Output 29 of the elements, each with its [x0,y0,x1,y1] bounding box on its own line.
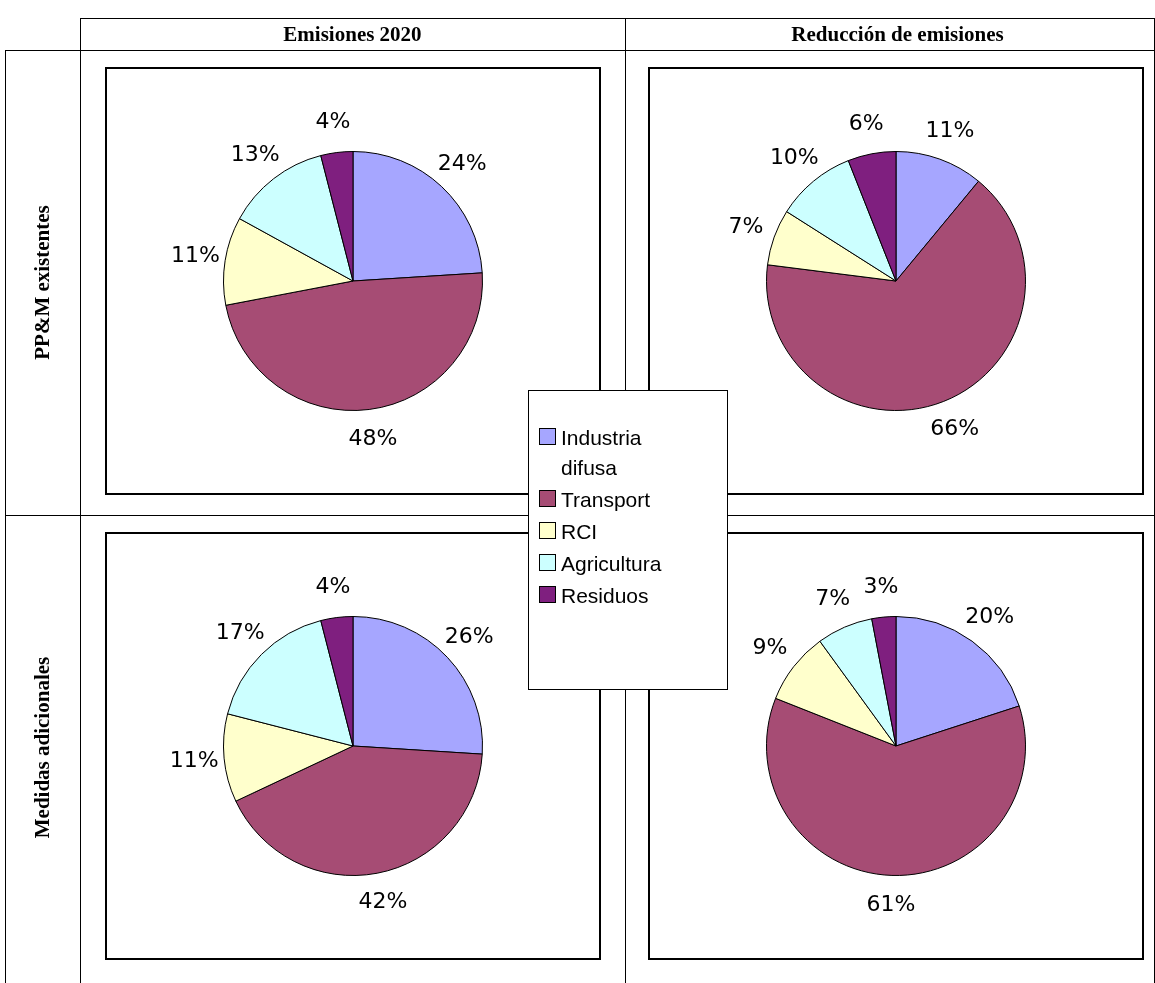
legend-label: RCI [561,519,599,545]
data-label: 4% [315,108,351,134]
data-label: 10% [769,143,819,169]
data-label: 7% [728,212,764,238]
data-label: 61% [866,891,916,917]
data-label: 66% [930,415,980,441]
data-label: 9% [752,633,788,659]
legend-label: Transport [561,487,652,513]
data-label: 17% [215,618,265,644]
data-label: 4% [315,573,351,599]
legend-label: Residuos [561,583,650,609]
legend-label: Industria difusa [561,425,643,481]
data-label: 6% [848,110,884,136]
legend-label: Agricultura [561,551,663,577]
chart-title: Emisiones 2020 [282,22,423,47]
data-label: 3% [863,572,899,598]
data-label: 13% [230,140,280,166]
data-label: 42% [358,888,408,914]
data-label: 7% [815,585,851,611]
text: PP&M existentes [29,204,55,362]
data-label: 26% [444,622,494,648]
data-label: 20% [965,602,1015,628]
data-label: 48% [348,424,398,450]
data-label: 11% [169,746,219,772]
chart-title: Reducción de emisiones [790,22,1005,47]
text: Medidas adicionales [29,655,55,841]
data-label: 11% [171,241,220,267]
data-label: 24% [437,150,487,176]
data-label: 11% [925,116,975,142]
